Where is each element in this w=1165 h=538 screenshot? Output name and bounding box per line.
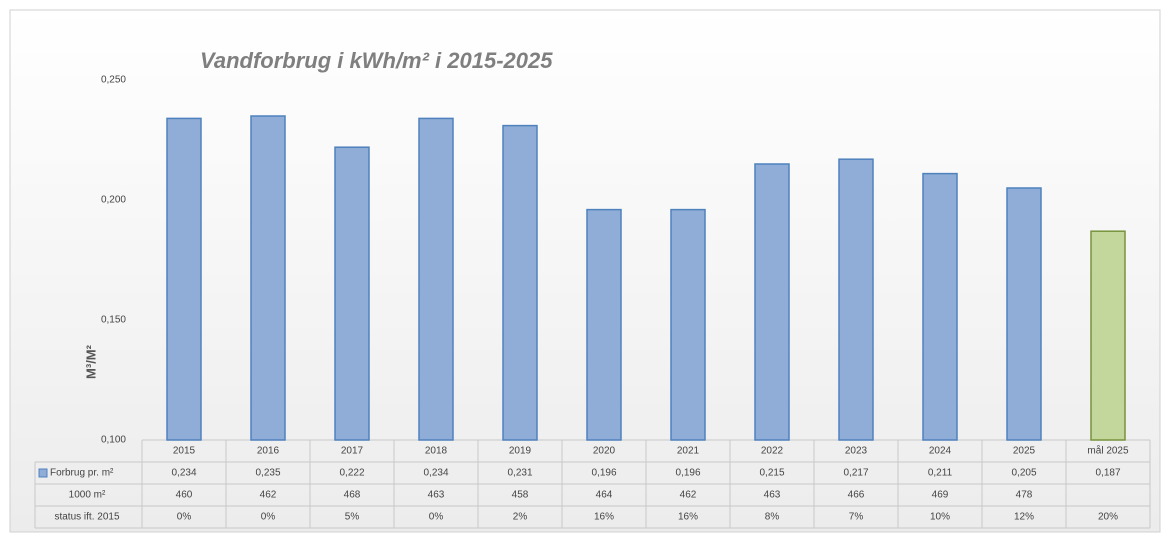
table-cell: 463 — [428, 490, 445, 501]
bar — [250, 115, 286, 441]
value-label: 0,187 — [1095, 468, 1120, 479]
table-cell: 469 — [932, 490, 949, 501]
value-label: 0,234 — [423, 468, 448, 479]
value-label: 0,215 — [759, 468, 784, 479]
value-label: 0,222 — [339, 468, 364, 479]
bar — [586, 208, 622, 441]
value-label: 0,205 — [1011, 468, 1036, 479]
chart-title: Vandforbrug i kWh/m² i 2015-2025 — [200, 48, 553, 73]
table-cell: 466 — [848, 490, 865, 501]
value-label: 0,196 — [675, 468, 700, 479]
x-tick-label: mål 2025 — [1087, 445, 1129, 457]
legend-key — [38, 468, 48, 478]
x-tick-label: 2017 — [341, 446, 364, 457]
x-tick-label: 2016 — [257, 446, 280, 457]
x-tick-label: 2024 — [929, 446, 952, 457]
x-tick-label: 2021 — [677, 446, 700, 457]
bar — [754, 163, 790, 441]
table-cell: 8% — [765, 512, 780, 523]
table-cell: 0% — [177, 512, 192, 523]
table-cell: 2% — [513, 512, 528, 523]
table-cell: 463 — [764, 490, 781, 501]
y-tick-label: 0,200 — [101, 195, 126, 206]
table-cell: 5% — [345, 512, 360, 523]
table-cell: 20% — [1098, 512, 1118, 523]
bar — [502, 124, 538, 441]
value-label: 0,235 — [255, 468, 280, 479]
x-tick-label: 2022 — [761, 446, 784, 457]
bar — [166, 117, 202, 441]
table-cell: 462 — [260, 490, 277, 501]
value-label: 0,211 — [928, 468, 953, 479]
x-tick-label: 2020 — [593, 446, 616, 457]
y-tick-label: 0,100 — [101, 435, 126, 446]
table-cell: 16% — [594, 512, 614, 523]
x-tick-label: 2018 — [425, 446, 448, 457]
table-cell: 464 — [596, 490, 613, 501]
table-cell: 10% — [930, 512, 950, 523]
table-cell: 462 — [680, 490, 697, 501]
table-cell: 478 — [1016, 490, 1033, 501]
value-label: 0,231 — [507, 468, 532, 479]
legend-label: Forbrug pr. m² — [50, 468, 114, 479]
table-cell: 16% — [678, 512, 698, 523]
bar — [670, 208, 706, 441]
row-label: status ift. 2015 — [54, 512, 119, 523]
y-axis-label: M³/M² — [83, 344, 98, 379]
y-tick-label: 0,250 — [101, 75, 126, 86]
table-cell: 460 — [176, 490, 193, 501]
bar — [922, 172, 958, 441]
value-label: 0,196 — [591, 468, 616, 479]
bar — [838, 158, 874, 441]
value-label: 0,234 — [171, 468, 196, 479]
x-tick-label: 2025 — [1013, 446, 1036, 457]
table-cell: 468 — [344, 490, 361, 501]
y-tick-label: 0,150 — [101, 315, 126, 326]
x-tick-label: 2023 — [845, 446, 868, 457]
table-cell: 0% — [429, 512, 444, 523]
bar — [1006, 187, 1042, 441]
bar — [1090, 230, 1126, 441]
x-tick-label: 2019 — [509, 446, 532, 457]
table-cell: 458 — [512, 490, 529, 501]
bar — [334, 146, 370, 441]
value-label: 0,217 — [843, 468, 868, 479]
table-cell: 7% — [849, 512, 864, 523]
table-cell: 12% — [1014, 512, 1034, 523]
x-tick-label: 2015 — [173, 446, 196, 457]
table-cell: 0% — [261, 512, 276, 523]
row-label: 1000 m² — [69, 490, 106, 501]
bar — [418, 117, 454, 441]
